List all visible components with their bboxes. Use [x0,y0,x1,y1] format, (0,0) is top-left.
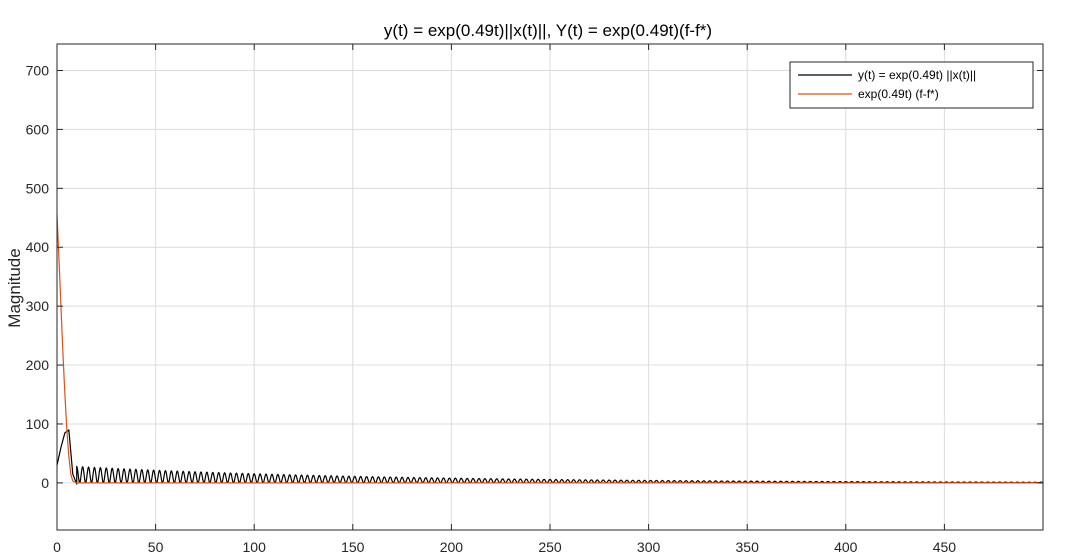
x-tick-label: 100 [243,539,267,555]
legend-entry-1: y(t) = exp(0.49t) ||x(t)|| [858,68,976,82]
x-tick-label: 350 [736,539,760,555]
chart-title: y(t) = exp(0.49t)||x(t)||, Y(t) = exp(0.… [384,21,712,40]
y-tick-label: 0 [41,475,49,491]
y-tick-label: 200 [26,357,50,373]
x-tick-label: 300 [637,539,661,555]
legend-box [789,61,1034,109]
y-tick-label: 400 [26,239,50,255]
y-tick-label: 500 [26,180,50,196]
y-axis-label: Magnitude [5,248,24,327]
legend-entry-2: exp(0.49t) (f-f*) [858,87,939,101]
x-tick-label: 0 [53,539,61,555]
y-tick-label: 700 [26,63,50,79]
legend[interactable]: y(t) = exp(0.49t) ||x(t)|| exp(0.49t) (f-… [789,61,1034,109]
x-tick-label: 150 [341,539,365,555]
x-tick-label: 200 [440,539,464,555]
y-tick-label: 600 [26,121,50,137]
series-line-2 [56,214,1043,484]
plot-lines [56,214,1044,485]
axes-box [56,43,1044,531]
x-tick-label: 50 [148,539,164,555]
x-tick-label: 400 [834,539,858,555]
y-tick-label: 300 [26,298,50,314]
x-tick-label: 450 [933,539,957,555]
x-tick-label: 250 [538,539,562,555]
tick-labels: 0 50 100 150 200 250 300 350 400 450 0 100 200 300 400… [26,63,957,555]
y-tick-label: 100 [26,416,50,432]
